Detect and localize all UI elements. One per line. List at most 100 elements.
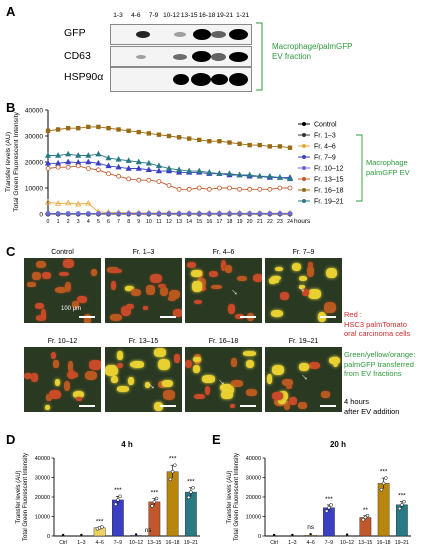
legend-b: Control Fr. 1–3 Fr. 4–6 Fr. 7–9 Fr. 10–12 Fr.… xyxy=(298,122,363,206)
blot-gfp xyxy=(110,24,252,45)
replicate-point xyxy=(379,487,384,492)
replicate-point xyxy=(116,498,120,502)
x-tick-label: 2 xyxy=(67,219,70,225)
data-point xyxy=(65,158,72,165)
x-tick-label: 16 xyxy=(206,219,212,225)
legend-item: Control xyxy=(314,122,337,129)
y-tick-label: 0 xyxy=(39,212,43,219)
replicate-point xyxy=(170,469,175,474)
data-point xyxy=(106,211,111,216)
x-tick-label: 13–15 xyxy=(147,540,161,546)
data-point xyxy=(85,166,91,171)
panel-label-a: A xyxy=(6,4,16,19)
significance-label: ns xyxy=(307,524,315,531)
x-tick-label: 1 xyxy=(57,219,60,225)
x-tick-label: 10 xyxy=(146,219,152,225)
data-point xyxy=(186,136,192,141)
x-tick-label: 13 xyxy=(176,219,182,225)
replicate-point xyxy=(186,495,191,500)
lane-label: 4-6 xyxy=(131,12,141,19)
data-point xyxy=(277,185,283,191)
legend-item: Fr. 13–15 xyxy=(314,177,344,184)
y-tick-label: 40000 xyxy=(25,108,43,115)
legend-item: Fr. 19–21 xyxy=(314,199,344,206)
legend-item: Fr. 10–12 xyxy=(314,166,344,173)
replicate-point xyxy=(168,477,173,482)
significance-label: *** xyxy=(151,489,159,496)
chart-title: 4 h xyxy=(121,440,133,449)
data-point xyxy=(227,140,232,145)
y-tick-label: 30000 xyxy=(246,476,261,482)
data-point xyxy=(247,142,252,148)
micrograph-title: Fr. 10–12 xyxy=(47,338,78,345)
time-note: 4 hours after EV addition xyxy=(344,397,400,416)
data-point xyxy=(115,155,122,162)
data-point xyxy=(105,162,112,169)
x-tick-label: Ctrl xyxy=(270,540,278,546)
legend-marker xyxy=(302,133,306,137)
significance-label: *** xyxy=(398,493,406,500)
data-point xyxy=(55,152,62,158)
x-tick-label: 21 xyxy=(257,219,263,225)
y-tick-label: 10000 xyxy=(25,186,43,193)
legend-item: Fr. 4–6 xyxy=(314,144,336,151)
x-tick-label: 7–9 xyxy=(114,540,123,546)
legend-marker xyxy=(302,199,306,203)
bracket-a xyxy=(256,22,263,91)
x-tick-label: 10–12 xyxy=(129,540,143,546)
legend-marker xyxy=(302,155,306,159)
significance-label: *** xyxy=(187,478,195,485)
data-point xyxy=(166,133,172,139)
data-point xyxy=(156,132,162,137)
lane-label: 19-21 xyxy=(216,12,234,19)
data-point xyxy=(196,211,202,216)
panel-label-e: E xyxy=(212,432,221,447)
data-point xyxy=(136,129,141,135)
bar xyxy=(377,483,390,537)
micrograph-title: Control xyxy=(51,249,74,256)
replicate-point xyxy=(100,525,104,529)
x-tick-label: 23 xyxy=(277,219,283,225)
y-tick-label: 10000 xyxy=(35,515,50,521)
replicate-point xyxy=(173,463,177,467)
replicate-point xyxy=(361,517,365,522)
y-axis-label-1: Transfer levels (AU) xyxy=(5,132,12,192)
data-point xyxy=(115,163,122,170)
data-point xyxy=(45,166,51,171)
y-tick-label: 40000 xyxy=(35,456,50,462)
data-point xyxy=(227,185,232,191)
data-point xyxy=(227,211,232,216)
legend-marker xyxy=(302,166,306,170)
data-point xyxy=(166,211,172,216)
replicate-point xyxy=(397,506,402,511)
data-point xyxy=(266,172,273,179)
data-point xyxy=(96,211,101,216)
replicate-point xyxy=(324,509,329,513)
data-point xyxy=(44,152,52,158)
y-tick-label: 30000 xyxy=(35,476,50,482)
data-point xyxy=(267,144,273,149)
data-point xyxy=(95,150,102,157)
replicate-point xyxy=(329,503,333,507)
data-point xyxy=(55,164,61,170)
x-tick-label: 5 xyxy=(97,219,100,225)
panel-label-d: D xyxy=(6,432,16,447)
blot-hsp90 xyxy=(110,67,252,92)
y-axis-label-1: Transfer levels (AU) xyxy=(16,470,22,523)
replicate-point xyxy=(191,485,195,490)
data-point xyxy=(145,159,152,166)
significance-label: *** xyxy=(114,487,122,494)
legend-item: Fr. 7–9 xyxy=(314,155,336,162)
scale-bar-label: 100 μm xyxy=(61,306,82,312)
bar xyxy=(396,504,408,537)
y-axis-label-1: Transfer levels (AU) xyxy=(227,470,233,523)
data-point xyxy=(247,186,253,192)
replicate-point xyxy=(154,496,159,501)
data-point xyxy=(156,179,162,184)
x-tick-label: 19–21 xyxy=(395,540,409,546)
data-point xyxy=(65,164,71,170)
legend-marker xyxy=(302,177,306,181)
data-point xyxy=(95,159,102,166)
micrograph-title: Fr. 16–18 xyxy=(208,338,239,345)
